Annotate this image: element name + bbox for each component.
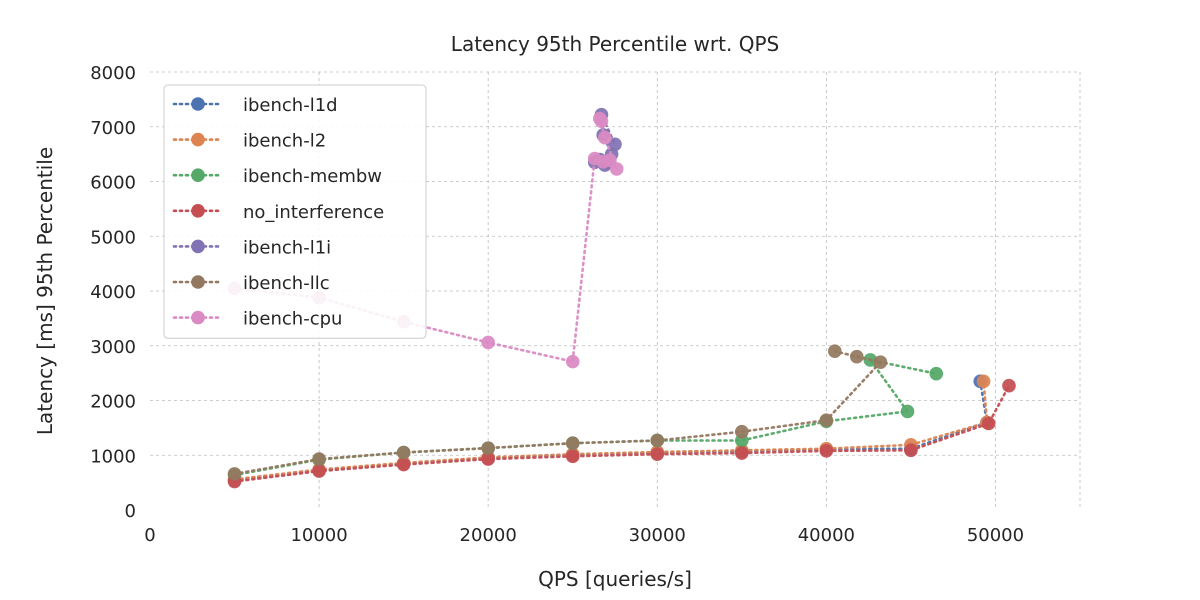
data-point — [650, 447, 665, 461]
x-tick-label: 30000 — [629, 525, 686, 546]
legend-entry: ibench-cpu — [172, 309, 342, 330]
data-point — [608, 137, 622, 152]
data-point — [981, 416, 996, 431]
data-point — [396, 457, 411, 472]
x-axis-label: QPS [queries/s] — [538, 567, 692, 591]
tick-labels: 0 10000 20000 30000 40000 50000 0 1000 2000 3000 4… — [90, 63, 1024, 546]
y-tick-label: 6000 — [90, 173, 136, 194]
y-tick-label: 7000 — [90, 118, 136, 139]
data-point — [598, 130, 612, 145]
legend-entry: ibench-l1i — [172, 237, 331, 258]
data-point — [312, 464, 326, 478]
legend-label: ibench-l2 — [243, 131, 326, 152]
data-point — [650, 433, 665, 448]
y-tick-label: 1000 — [90, 446, 136, 467]
series-ibench-llc — [227, 344, 888, 481]
legend-marker — [191, 239, 205, 254]
data-point — [900, 404, 915, 419]
x-tick-label: 40000 — [798, 525, 855, 546]
x-tick-label: 0 — [144, 525, 155, 546]
series-line — [233, 379, 989, 482]
legend-marker — [191, 97, 205, 111]
legend-label: ibench-l1d — [243, 95, 338, 116]
legend-marker — [191, 168, 205, 182]
legend-label: ibench-llc — [243, 273, 330, 294]
legend-entry: ibench-llc — [172, 273, 330, 294]
data-point — [976, 374, 991, 389]
x-tick-label: 10000 — [290, 525, 347, 546]
data-point — [565, 354, 580, 369]
y-tick-label: 8000 — [90, 63, 136, 84]
data-point — [735, 424, 749, 439]
y-tick-label: 2000 — [90, 392, 136, 413]
legend-entry: ibench-l2 — [172, 131, 326, 152]
x-tick-label: 50000 — [967, 525, 1024, 546]
legend-marker — [191, 310, 205, 325]
x-tick-label: 20000 — [460, 525, 517, 546]
legend-entry: no_interference — [172, 202, 384, 223]
data-point — [929, 366, 944, 381]
y-tick-label: 0 — [125, 501, 136, 522]
legend-label: no_interference — [243, 202, 384, 223]
series-ibench-membw — [227, 353, 944, 482]
series-line — [233, 379, 989, 481]
legend: ibench-l1d ibench-l2 ibench-membw no_interf… — [163, 84, 427, 339]
legend-marker — [191, 275, 205, 289]
data-point — [227, 467, 242, 481]
data-point — [565, 449, 580, 464]
legend-label: ibench-membw — [243, 166, 382, 187]
data-point — [904, 443, 918, 458]
data-point — [819, 413, 834, 428]
data-point — [609, 162, 624, 176]
legend-entry: ibench-l1d — [172, 95, 338, 116]
y-tick-label: 4000 — [90, 282, 136, 303]
series-line — [233, 384, 1011, 483]
data-point — [819, 444, 834, 458]
y-axis-label: Latency [ms] 95th Percentile — [33, 147, 57, 435]
data-point — [735, 446, 749, 460]
data-point — [481, 335, 495, 350]
data-point — [850, 349, 864, 364]
data-point — [565, 436, 580, 451]
data-point — [828, 344, 842, 359]
chart-title: Latency 95th Percentile wrt. QPS — [451, 32, 779, 56]
grid — [150, 71, 1081, 510]
data-point — [873, 355, 888, 369]
data-point — [396, 445, 411, 460]
legend-marker — [191, 204, 205, 218]
data-point — [481, 441, 495, 455]
y-tick-label: 5000 — [90, 227, 136, 248]
legend-label: ibench-l1i — [243, 237, 331, 258]
data-point — [1002, 378, 1016, 393]
legend-marker — [191, 132, 205, 147]
legend-box — [163, 84, 427, 339]
series-no_interference — [227, 378, 1016, 489]
legend-label: ibench-cpu — [243, 309, 342, 330]
data-point — [312, 452, 326, 466]
y-tick-label: 3000 — [90, 337, 136, 358]
data-point — [481, 452, 495, 466]
legend-entry: ibench-membw — [172, 166, 382, 187]
data-point — [594, 114, 609, 129]
